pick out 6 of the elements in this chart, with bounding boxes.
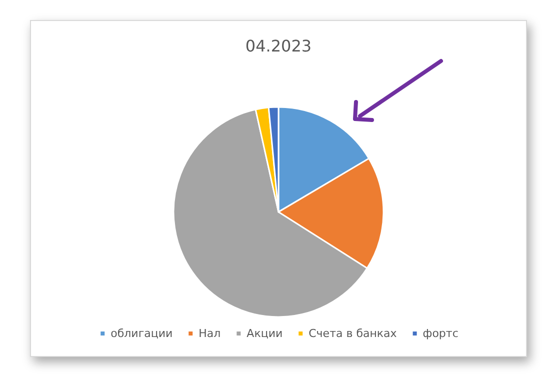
legend-label: Акции xyxy=(246,327,283,340)
chart-title: 04.2023 xyxy=(245,36,312,56)
legend-label: фортс xyxy=(422,327,458,340)
legend-label: Нал xyxy=(198,327,221,340)
legend-label: облигации xyxy=(110,327,173,340)
legend-label: Счета в банках xyxy=(308,327,398,340)
